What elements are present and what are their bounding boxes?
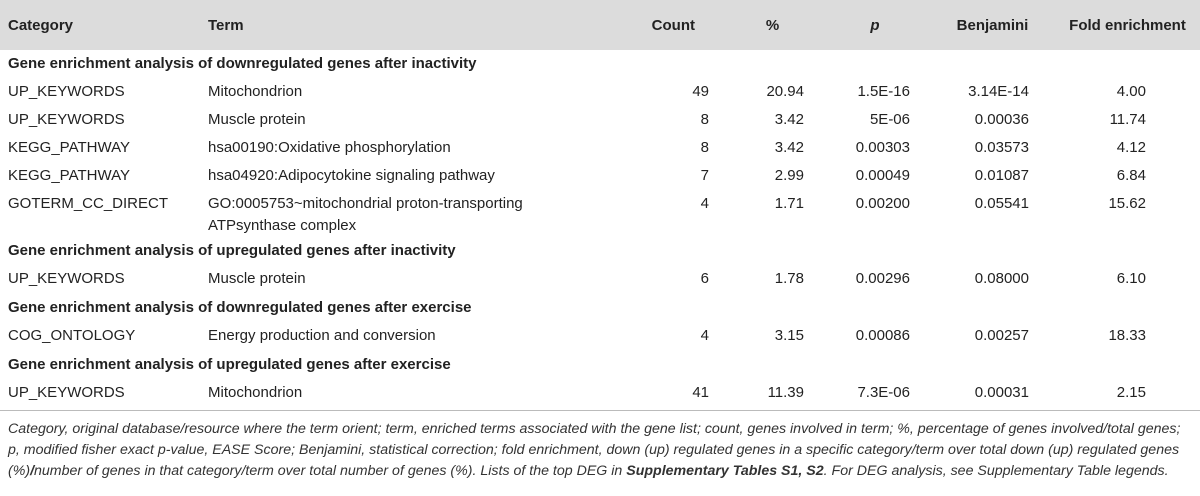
cell-benjamini: 0.05541 [974, 195, 1029, 212]
table-body: Gene enrichment analysis of downregulate… [0, 50, 1200, 411]
header-benjamini: Benjamini [930, 0, 1055, 50]
cell-p-value: 0.00049 [855, 167, 910, 184]
cell-fold-enrichment: 4.12 [1116, 139, 1146, 156]
cell-term-line-2: ATPsynthase complex [208, 217, 357, 234]
header-fold-enrichment: Fold enrichment [1055, 0, 1200, 50]
footnote-text-3: . For DEG analysis, see Supplementary Ta… [823, 463, 1169, 479]
cell-category: KEGG_PATHWAY [8, 139, 130, 156]
cell-percent: 2.99 [774, 167, 804, 184]
cell-fold-enrichment: 15.62 [1108, 195, 1146, 212]
cell-count: 6 [700, 270, 709, 287]
section-title: Gene enrichment analysis of upregulated … [8, 356, 451, 373]
cell-category: UP_KEYWORDS [8, 111, 125, 128]
header-p: p [820, 0, 930, 50]
table-header: Category Term Count % p Benjamini Fold e… [0, 0, 1200, 50]
cell-benjamini: 0.01087 [974, 167, 1029, 184]
cell-fold-enrichment: 4.00 [1116, 83, 1146, 100]
footnote-text-2: number of genes in that category/term ov… [34, 463, 627, 479]
cell-term: Muscle protein [208, 270, 306, 287]
header-percent: % [725, 0, 820, 50]
cell-percent: 3.42 [774, 139, 804, 156]
enrichment-table-container: Category Term Count % p Benjamini Fold e… [0, 0, 1200, 482]
cell-percent: 3.15 [774, 327, 804, 344]
table-row: UP_KEYWORDS Mitochondrion 49 20.94 1.5E-16 3.… [0, 79, 1200, 107]
cell-count: 8 [700, 139, 709, 156]
cell-fold-enrichment: 6.10 [1116, 270, 1146, 287]
table-row: KEGG_PATHWAY hsa04920:Adipocytokine signa… [0, 163, 1200, 191]
section-title: Gene enrichment analysis of downregulate… [8, 55, 477, 72]
cell-count: 4 [700, 195, 709, 212]
section-row: Gene enrichment analysis of upregulated … [0, 237, 1200, 266]
cell-benjamini: 0.08000 [974, 270, 1029, 287]
cell-p-value: 0.00086 [855, 327, 910, 344]
footnote-slash: / [30, 463, 35, 479]
cell-fold-enrichment: 2.15 [1055, 380, 1200, 411]
cell-percent: 3.42 [774, 111, 804, 128]
header-count: Count [600, 0, 725, 50]
footnote-supplementary-link[interactable]: Supplementary Tables S1, S2 [626, 463, 824, 479]
cell-p-value: 0.00303 [855, 139, 910, 156]
cell-fold-enrichment: 11.74 [1109, 111, 1146, 128]
cell-term: Energy production and conversion [208, 327, 436, 344]
table-row: UP_KEYWORDS Muscle protein 6 1.78 0.00296 0.0… [0, 266, 1200, 294]
cell-fold-enrichment: 6.84 [1116, 167, 1146, 184]
table-row: COG_ONTOLOGY Energy production and conver… [0, 323, 1200, 351]
cell-term: Mitochondrion [200, 380, 600, 411]
table-row: UP_KEYWORDS Muscle protein 8 3.42 5E-06 0.000… [0, 107, 1200, 135]
table-row: UP_KEYWORDS Mitochondrion 41 11.39 7.3E-06 0.… [0, 380, 1200, 411]
cell-term-line-1: GO:0005753~mitochondrial proton-transpor… [208, 195, 523, 212]
section-row: Gene enrichment analysis of upregulated … [0, 351, 1200, 380]
cell-benjamini: 0.00031 [930, 380, 1055, 411]
cell-fold-enrichment: 18.33 [1108, 327, 1146, 344]
cell-benjamini: 0.00036 [974, 111, 1029, 128]
cell-p-value: 0.00200 [855, 195, 910, 212]
cell-count: 41 [600, 380, 725, 411]
section-row: Gene enrichment analysis of downregulate… [0, 50, 1200, 79]
cell-percent: 11.39 [725, 380, 820, 411]
table-row: GOTERM_CC_DIRECT GO:0005753~mitochondrial… [0, 191, 1200, 237]
cell-percent: 1.71 [774, 195, 804, 212]
cell-category: UP_KEYWORDS [8, 270, 125, 287]
cell-term: GO:0005753~mitochondrial proton-transpor… [200, 191, 600, 237]
cell-percent: 1.78 [774, 270, 804, 287]
cell-percent: 20.94 [766, 83, 804, 100]
cell-term: hsa04920:Adipocytokine signaling pathway [208, 167, 495, 184]
cell-benjamini: 3.14E-14 [968, 83, 1029, 100]
cell-term: hsa00190:Oxidative phosphorylation [208, 139, 451, 156]
cell-p-value: 1.5E-16 [857, 83, 910, 100]
table-row: KEGG_PATHWAY hsa00190:Oxidative phosphory… [0, 135, 1200, 163]
cell-term: Mitochondrion [208, 83, 303, 100]
cell-count: 8 [700, 111, 709, 128]
section-row: Gene enrichment analysis of downregulate… [0, 294, 1200, 323]
cell-count: 49 [692, 83, 709, 100]
cell-p-value: 5E-06 [869, 111, 910, 128]
table-footnote: Category, original database/resource whe… [0, 411, 1200, 482]
cell-term: Muscle protein [208, 111, 306, 128]
footnote-text-1: Category, original database/resource whe… [8, 421, 1181, 479]
header-term: Term [200, 0, 600, 50]
cell-p-value: 7.3E-06 [820, 380, 930, 411]
cell-count: 4 [700, 327, 709, 344]
cell-category: GOTERM_CC_DIRECT [8, 195, 169, 212]
section-title: Gene enrichment analysis of upregulated … [8, 242, 456, 259]
cell-category: COG_ONTOLOGY [8, 327, 136, 344]
cell-count: 7 [700, 167, 709, 184]
header-category: Category [0, 0, 200, 50]
cell-p-value: 0.00296 [855, 270, 910, 287]
cell-category: UP_KEYWORDS [8, 83, 125, 100]
section-title: Gene enrichment analysis of downregulate… [8, 299, 472, 316]
cell-benjamini: 0.00257 [974, 327, 1029, 344]
cell-category: KEGG_PATHWAY [8, 167, 130, 184]
cell-benjamini: 0.03573 [974, 139, 1029, 156]
cell-category: UP_KEYWORDS [0, 380, 200, 411]
enrichment-table: Category Term Count % p Benjamini Fold e… [0, 0, 1200, 411]
